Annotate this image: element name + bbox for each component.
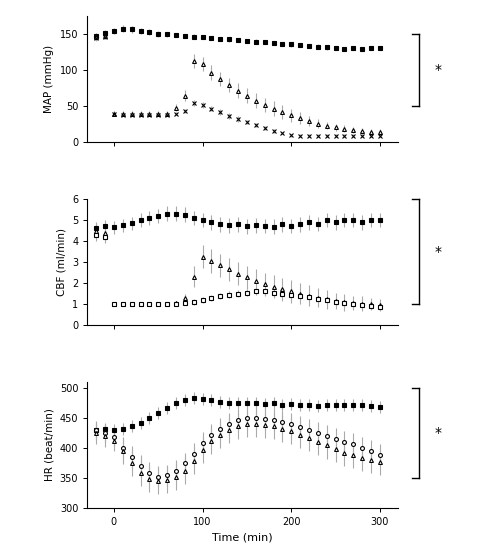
- X-axis label: Time (min): Time (min): [212, 532, 272, 542]
- Y-axis label: HR (beat/min): HR (beat/min): [44, 408, 54, 481]
- Y-axis label: CBF (ml/min): CBF (ml/min): [56, 228, 66, 296]
- Text: *: *: [434, 245, 441, 259]
- Text: *: *: [434, 426, 441, 440]
- Y-axis label: MAP (mmHg): MAP (mmHg): [44, 45, 54, 114]
- Text: *: *: [434, 63, 441, 78]
